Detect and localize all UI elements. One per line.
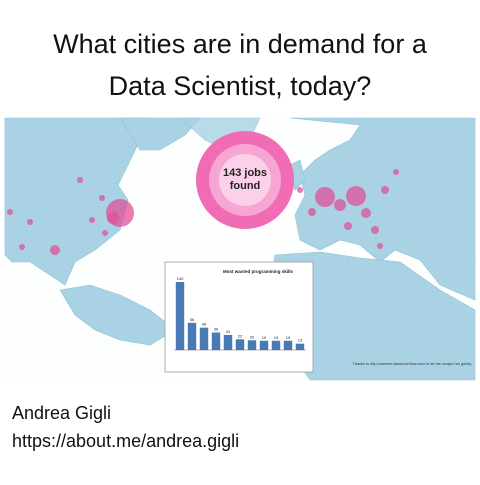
bar (211, 332, 221, 350)
value-label: 140 (177, 276, 184, 281)
city-bubble (297, 187, 303, 193)
city-bubble (315, 187, 335, 207)
badge-inner (219, 154, 271, 206)
author-name: Andrea Gigli (12, 403, 111, 423)
city-bubble (393, 169, 399, 175)
value-label: 19 (274, 335, 279, 340)
land (4, 117, 151, 286)
city-bubble (50, 245, 60, 255)
bar (199, 327, 209, 350)
land (289, 117, 476, 301)
bar (223, 334, 233, 350)
city-bubble (99, 195, 105, 201)
badge-text: found (230, 180, 261, 192)
badge-text: 143 jobs (223, 167, 267, 179)
value-label: 22 (238, 333, 243, 338)
bar (283, 340, 293, 350)
bar (259, 340, 269, 350)
city-bubble (102, 230, 108, 236)
value-label: 19 (286, 335, 291, 340)
city-bubble (334, 199, 346, 211)
jobs-badge: 143 jobs found (196, 131, 294, 229)
city-bubble (361, 208, 371, 218)
bar (271, 340, 281, 350)
bar (235, 339, 245, 350)
title-line: What cities are in demand for a (53, 29, 428, 59)
city-bubble (77, 177, 83, 183)
value-label: 36 (214, 327, 219, 332)
author-url: https://about.me/andrea.gigli (12, 431, 239, 451)
chart-inset: Most wanted programming skills 140 56 46 36… (164, 261, 314, 373)
chart-frame (164, 261, 314, 373)
bar (187, 322, 197, 350)
value-label: 46 (202, 322, 207, 327)
city-bubble (19, 244, 25, 250)
value-label: 56 (190, 317, 195, 322)
credit: Thanks to http://careers.stackoverflow.c… (352, 362, 472, 366)
value-label: 19 (262, 335, 267, 340)
value-label: 20 (250, 334, 255, 339)
city-bubble (346, 186, 366, 206)
title-line: Data Scientist, today? (109, 71, 372, 101)
city-bubble (344, 222, 352, 230)
value-label: 13 (298, 338, 303, 343)
chart-title: Most wanted programming skills (223, 269, 294, 274)
city-bubble (7, 209, 13, 215)
bar (247, 340, 257, 350)
city-bubble (89, 217, 95, 223)
city-bubble (107, 212, 119, 224)
city-bubble (308, 208, 316, 216)
city-bubble (377, 243, 383, 249)
bar (295, 343, 305, 350)
city-bubble (371, 226, 379, 234)
city-bubble (381, 186, 389, 194)
land (59, 284, 176, 346)
value-label: 31 (226, 329, 231, 334)
city-bubble (27, 219, 33, 225)
bar (175, 282, 185, 350)
